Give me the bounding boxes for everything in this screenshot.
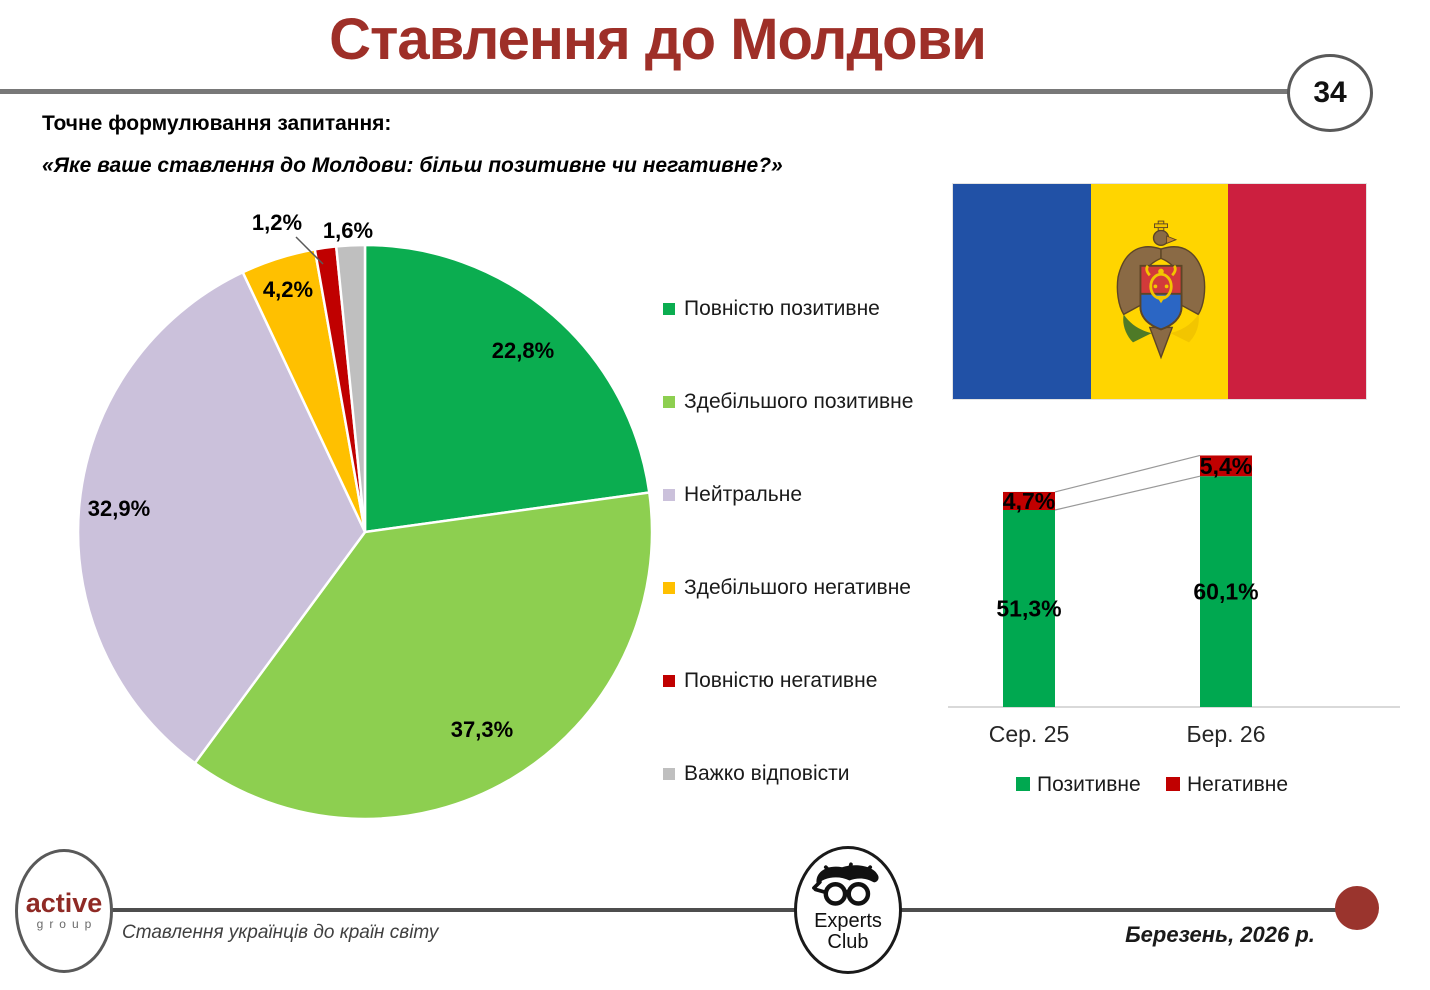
pie-slice-1 [193, 491, 654, 821]
connector-line-top [1054, 454, 1201, 493]
pie-legend-swatch [663, 396, 675, 408]
experts-club-line2: Club [827, 931, 869, 953]
pie-legend-item: Повністю негативне [663, 669, 913, 693]
header-rule [0, 89, 1330, 94]
footer-end-dot [1335, 886, 1379, 930]
pie-data-label-3: 4,2% [263, 277, 313, 302]
pie-data-label-4: 1,2% [252, 210, 302, 235]
active-group-logo: active group [15, 849, 113, 973]
pie-legend-label: Повністю негативне [684, 669, 878, 692]
pie-data-label-1: 37,3% [451, 717, 513, 742]
page-number: 34 [1313, 76, 1347, 109]
pie-data-label-5: 1,6% [323, 218, 373, 243]
pie-data-label-0: 22,8% [492, 338, 554, 363]
pie-chart: 22,8% 37,3% 32,9% 4,2% 1,2% 1,6% [76, 210, 654, 821]
pie-legend-item: Здебільшого негативне [663, 576, 913, 600]
bar-negative-1 [1200, 455, 1252, 477]
flag-stripe-blue [953, 184, 1091, 399]
bar-positive-label-0: 51,3% [996, 596, 1061, 622]
experts-club-line1: Experts [814, 910, 882, 932]
bar-legend-label-0: Позитивне [1037, 773, 1141, 796]
pie-legend-swatch [663, 768, 675, 780]
pie-legend-item: Важко відповісти [663, 762, 913, 786]
pie-slice-5 [334, 243, 367, 534]
pie-legend-label: Важко відповісти [684, 762, 850, 785]
connector-line-bottom [1054, 475, 1201, 511]
experts-club-logo: Experts Club [794, 846, 902, 974]
page-number-badge: 34 [1287, 54, 1373, 132]
bar-negative-label-0: 4,7% [1003, 488, 1055, 514]
footer-rule [100, 908, 1358, 912]
pie-legend-label: Повністю позитивне [684, 297, 880, 320]
flag-stripe-red [1228, 184, 1367, 399]
pie-legend-swatch [663, 303, 675, 315]
bar-legend-label-1: Негативне [1187, 773, 1288, 796]
bar-negative-0 [1003, 491, 1055, 511]
pie-legend: Повністю позитивне Здебільшого позитивне Н… [663, 297, 913, 855]
pie-legend-item: Здебільшого позитивне [663, 390, 913, 414]
bar-legend-swatch-0 [1016, 777, 1030, 791]
bar-legend-swatch-1 [1166, 777, 1180, 791]
pie-legend-swatch [663, 675, 675, 687]
pie-leader-line [295, 236, 324, 265]
pie-legend-swatch [663, 582, 675, 594]
footer-date: Березень, 2026 р. [1125, 922, 1315, 947]
footer-tagline: Ставлення українців до країн світу [122, 922, 439, 943]
bar-negative-label-1: 5,4% [1200, 453, 1252, 479]
active-logo-subtext: group [36, 917, 98, 931]
pie-data-label-2: 32,9% [88, 496, 150, 521]
bar-category-label-0: Сер. 25 [989, 721, 1070, 747]
pie-legend-item: Повністю позитивне [663, 297, 913, 321]
moldova-coat-of-arms [1116, 220, 1206, 360]
moldova-flag [952, 183, 1367, 400]
pie-legend-label: Нейтральне [684, 483, 803, 506]
bar-category-label-1: Бер. 26 [1186, 721, 1265, 747]
page-title: Ставлення до Молдови [329, 7, 987, 72]
question-label: Точне формулювання запитання: [42, 112, 392, 135]
bar-positive-0 [1003, 510, 1055, 707]
trend-bar-chart: 51,3% 4,7% Сер. 25 60,1% 5,4% Бер. 26 Позитивн… [948, 453, 1400, 796]
bar-positive-label-1: 60,1% [1193, 579, 1258, 605]
pie-slice-2 [76, 271, 367, 765]
pie-legend-label: Здебільшого негативне [684, 576, 911, 599]
bar-positive-1 [1200, 476, 1252, 707]
experts-club-face-icon [812, 862, 879, 906]
pie-legend-item: Нейтральне [663, 483, 913, 507]
pie-legend-label: Здебільшого позитивне [684, 390, 914, 413]
active-logo-text: active [25, 888, 103, 918]
pie-legend-swatch [663, 489, 675, 501]
question-text: «Яке ваше ставлення до Молдови: більш по… [42, 154, 783, 177]
pie-slice-0 [363, 243, 651, 534]
